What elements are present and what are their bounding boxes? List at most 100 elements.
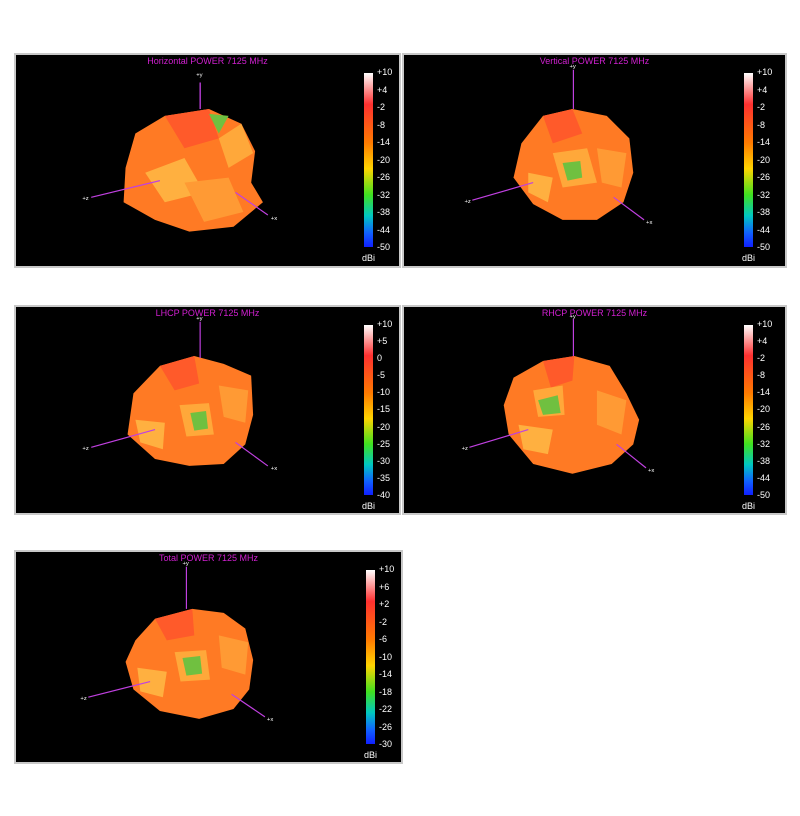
scale-tick: -20	[757, 404, 771, 415]
scale-tick: -38	[757, 455, 771, 466]
scale-tick: -14	[379, 669, 393, 679]
scale-tick: 0	[377, 353, 383, 364]
plot-title: LHCP POWER 7125 MHz	[155, 308, 260, 318]
horizontal-power-plot: +y +z +x Horizontal POWER 7125 MHz +10 +…	[14, 53, 401, 268]
scale-unit: dBi	[742, 253, 756, 263]
scale-unit: dBi	[742, 501, 756, 511]
scale-tick: +4	[757, 84, 768, 95]
scale-tick: -20	[377, 154, 391, 165]
scale-tick: +10	[377, 67, 393, 77]
scale-tick: -32	[757, 189, 771, 200]
scale-tick: -18	[379, 686, 393, 697]
z-axis-label: +z	[464, 199, 470, 205]
plot-title: Vertical POWER 7125 MHz	[539, 56, 650, 66]
scale-tick: -26	[757, 421, 771, 432]
scale-tick: +10	[757, 67, 773, 77]
scale-tick: -2	[757, 102, 766, 112]
z-axis-label: +z	[462, 446, 468, 452]
radiation-pattern-3d: +y +z +x	[82, 316, 277, 472]
scale-tick: -10	[379, 651, 393, 662]
scale-tick: -22	[379, 704, 393, 714]
radiation-pattern-3d: +y +z +x	[82, 73, 277, 232]
scale-tick: -8	[757, 119, 766, 130]
scale-tick: -30	[377, 455, 391, 466]
x-axis-label: +x	[646, 220, 652, 226]
color-scale-ticks: +10 +6 +2 -2 -6 -10 -14 -18 -22 -26 -30	[379, 565, 394, 749]
color-scale-ticks: +10 +5 0 -5 -10 -15 -20 -25 -30 -35 -40	[377, 320, 392, 500]
plot-title: Horizontal POWER 7125 MHz	[147, 56, 268, 66]
scale-tick: -26	[377, 172, 391, 182]
scale-tick: +6	[379, 581, 390, 592]
scale-tick: -8	[757, 370, 766, 381]
scale-tick: -14	[377, 137, 391, 147]
lhcp-power-plot: +y +z +x LHCP POWER 7125 MHz +10 +5 0 -5…	[14, 305, 401, 515]
radiation-pattern-3d: +y +z +x	[80, 561, 273, 723]
y-axis-label: +y	[196, 316, 202, 322]
scale-tick: -40	[377, 489, 391, 500]
scale-tick: +10	[377, 319, 393, 329]
z-axis-label: +z	[82, 196, 88, 202]
scale-tick: -2	[757, 353, 766, 364]
scale-tick: -50	[757, 489, 771, 500]
scale-tick: -35	[377, 472, 391, 483]
scale-tick: -32	[377, 189, 391, 200]
scale-tick: +4	[377, 84, 388, 95]
radiation-pattern-3d: +y +z +x	[462, 314, 655, 474]
scale-tick: -26	[379, 721, 393, 732]
plot-title: RHCP POWER 7125 MHz	[541, 308, 648, 318]
scale-tick: +5	[377, 336, 388, 347]
scale-tick: -2	[379, 616, 388, 627]
scale-tick: -25	[377, 438, 391, 449]
scale-tick: -44	[377, 224, 391, 235]
rhcp-power-plot: +y +z +x RHCP POWER 7125 MHz +10 +4 -2 -…	[402, 305, 787, 515]
scale-tick: -50	[377, 242, 391, 252]
scale-tick: +2	[379, 599, 390, 609]
scale-tick: -20	[377, 421, 391, 432]
color-scale-bar	[744, 73, 753, 247]
scale-tick: -15	[377, 404, 391, 415]
scale-tick: -6	[379, 634, 388, 644]
z-axis-label: +z	[82, 446, 88, 452]
scale-tick: -14	[757, 387, 771, 398]
scale-unit: dBi	[362, 501, 376, 511]
radiation-pattern-3d: +y +z +x	[464, 64, 652, 226]
y-axis-label: +y	[569, 314, 575, 320]
x-axis-label: +x	[648, 468, 654, 474]
scale-unit: dBi	[364, 750, 378, 760]
color-scale-bar	[364, 325, 373, 495]
color-scale-bar	[744, 325, 753, 495]
scale-tick: -5	[377, 370, 386, 381]
scale-tick: +10	[757, 319, 773, 329]
scale-tick: -50	[757, 242, 771, 252]
z-axis-label: +z	[80, 696, 86, 702]
x-axis-label: +x	[271, 216, 277, 222]
vertical-power-plot: +y +z +x Vertical POWER 7125 MHz +10 +4 …	[402, 53, 787, 268]
scale-tick: -44	[757, 472, 771, 483]
scale-tick: +4	[757, 336, 768, 347]
x-axis-label: +x	[271, 466, 277, 472]
scale-tick: -26	[757, 172, 771, 182]
scale-tick: -20	[757, 154, 771, 165]
scale-tick: -44	[757, 224, 771, 235]
scale-tick: -2	[377, 102, 386, 112]
scale-tick: -8	[377, 119, 386, 130]
total-power-plot: +y +z +x Total POWER 7125 MHz +10 +6 +2 …	[14, 550, 403, 764]
color-scale-bar	[364, 73, 373, 247]
scale-unit: dBi	[362, 253, 376, 263]
scale-tick: +10	[379, 564, 395, 574]
scale-tick: -38	[377, 207, 391, 217]
color-scale-bar	[366, 570, 375, 744]
y-axis-label: +y	[182, 561, 188, 567]
color-scale-ticks: +10 +4 -2 -8 -14 -20 -26 -32 -38 -44 -50	[757, 68, 772, 252]
scale-tick: -10	[377, 387, 391, 398]
scale-tick: -30	[379, 739, 393, 749]
x-axis-label: +x	[267, 717, 273, 723]
scale-tick: -38	[757, 207, 771, 217]
y-axis-label: +y	[196, 73, 202, 79]
color-scale-ticks: +10 +4 -2 -8 -14 -20 -26 -32 -38 -44 -50	[377, 68, 392, 252]
color-scale-ticks: +10 +4 -2 -8 -14 -20 -26 -32 -38 -44 -50	[757, 320, 772, 500]
scale-tick: -32	[757, 438, 771, 449]
y-axis-label: +y	[569, 64, 575, 70]
scale-tick: -14	[757, 137, 771, 147]
plot-title: Total POWER 7125 MHz	[158, 553, 259, 563]
